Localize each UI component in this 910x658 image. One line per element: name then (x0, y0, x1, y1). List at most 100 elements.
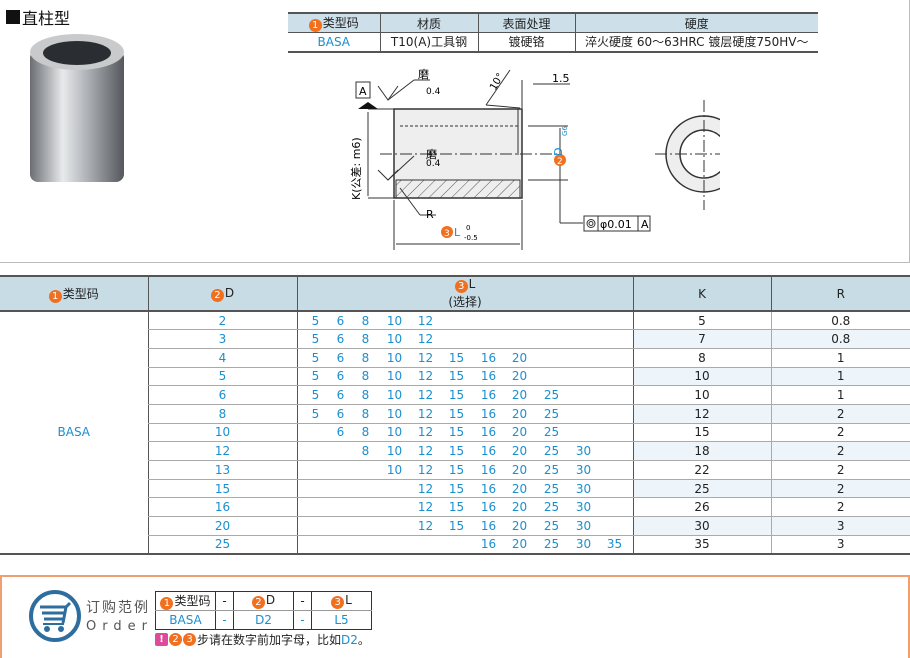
l-option: 15 (448, 350, 465, 365)
svg-text:D: D (552, 148, 565, 156)
l-option: 20 (511, 388, 528, 403)
l-option: 15 (448, 462, 465, 477)
l-option: 30 (575, 537, 592, 552)
k-cell: 12 (632, 404, 772, 424)
l-option: 8 (361, 406, 370, 421)
warning-icon: ! (155, 633, 168, 646)
l-option: 10 (386, 369, 403, 384)
l-option: 25 (543, 537, 560, 552)
k-cell: 8 (632, 348, 772, 368)
l-option: 6 (336, 425, 345, 440)
l-option: 16 (480, 500, 497, 515)
l-option: 5 (311, 388, 320, 403)
d-cell: 20 (147, 516, 298, 536)
k-cell: 10 (632, 385, 772, 405)
r-cell: 2 (771, 460, 910, 480)
l-option: 15 (448, 406, 465, 421)
table-row: 4 5 6 8 10 12 15 16 20 8 1 (0, 348, 910, 368)
l-option: 25 (543, 518, 560, 533)
svg-text:0: 0 (466, 224, 470, 232)
k-cell: 22 (632, 460, 772, 480)
svg-text:φ0.01: φ0.01 (600, 218, 632, 231)
l-option: 16 (480, 518, 497, 533)
l-option: 15 (448, 425, 465, 440)
l-option: 20 (511, 369, 528, 384)
l-option: 12 (417, 518, 434, 533)
l-cell: 8 10 12 15 16 20 25 30 (297, 441, 633, 461)
l-option: 20 (511, 481, 528, 496)
svg-text:K(公差: m6): K(公差: m6) (349, 137, 363, 200)
k-cell: 10 (632, 367, 772, 387)
product-image (30, 34, 124, 182)
svg-text:2: 2 (557, 157, 563, 167)
table-row: 12 8 10 12 15 16 20 25 30 18 2 (0, 441, 910, 461)
l-option: 16 (480, 350, 497, 365)
l-cell: 12 15 16 20 25 30 (297, 516, 633, 536)
l-option: 10 (386, 313, 403, 328)
l-option: 5 (311, 332, 320, 347)
l-option: 8 (361, 350, 370, 365)
d-cell: 15 (147, 479, 298, 499)
l-option: 10 (386, 406, 403, 421)
l-cell: 12 15 16 20 25 30 (297, 497, 633, 518)
l-option: 25 (543, 425, 560, 440)
table-row: BASA 2 5 6 8 10 12 5 0.8 (0, 311, 910, 555)
k-cell: 18 (632, 441, 772, 461)
d-cell: 5 (147, 367, 298, 387)
l-option: 16 (480, 369, 497, 384)
r-cell: 3 (771, 535, 910, 555)
l-option: 12 (417, 332, 434, 347)
r-cell: 1 (771, 385, 910, 405)
svg-text:L: L (454, 226, 461, 239)
l-option: 12 (417, 444, 434, 459)
table-row: 15 12 15 16 20 25 30 25 2 (0, 479, 910, 499)
svg-text:1.5: 1.5 (552, 72, 570, 85)
l-option: 12 (417, 500, 434, 515)
svg-text:A: A (641, 218, 649, 231)
l-option: 20 (511, 518, 528, 533)
l-option: 16 (480, 388, 497, 403)
l-option: 5 (311, 406, 320, 421)
l-option: 25 (543, 388, 560, 403)
l-option: 8 (361, 313, 370, 328)
l-option: 6 (336, 313, 345, 328)
l-cell: 5 6 8 10 12 (297, 311, 633, 331)
l-option: 15 (448, 481, 465, 496)
spec-table: 1 类型码 材质 表面处理 硬度 BASA T10(A)工具钢 镀硬铬 淬火硬度 60～63H… (288, 12, 818, 53)
k-cell: 30 (632, 516, 772, 536)
l-option: 25 (543, 481, 560, 496)
l-option: 12 (417, 481, 434, 496)
product-section: 直柱型 1 类型码 材质 表面处理 硬度 BASA T10(A)工具钢 镀硬铬 淬火硬度 60… (0, 0, 910, 263)
l-option: 12 (417, 406, 434, 421)
l-option: 30 (575, 500, 592, 515)
l-option: 30 (575, 481, 592, 496)
k-cell: 25 (632, 479, 772, 499)
l-option: 6 (336, 369, 345, 384)
l-option: 10 (386, 350, 403, 365)
l-option: 15 (448, 388, 465, 403)
l-option: 16 (480, 406, 497, 421)
k-cell: 5 (632, 311, 772, 331)
order-note: ! 2 3 步请在数字前加字母，比如 D2。 (155, 631, 370, 648)
r-cell: 3 (771, 516, 910, 536)
l-option: 16 (480, 481, 497, 496)
k-cell: 15 (632, 423, 772, 443)
svg-text:0.4: 0.4 (426, 87, 441, 97)
d-cell: 10 (147, 423, 298, 443)
l-option: 15 (448, 500, 465, 515)
section-title: 直柱型 (6, 5, 70, 29)
l-option: 12 (417, 350, 434, 365)
l-cell: 12 15 16 20 25 30 (297, 479, 633, 499)
d-cell: 2 (147, 311, 298, 331)
table-row: 3 5 6 8 10 12 7 0.8 (0, 329, 910, 349)
l-option: 16 (480, 462, 497, 477)
l-option: 20 (511, 537, 528, 552)
l-cell: 16 20 25 30 35 (297, 535, 633, 555)
l-cell: 5 6 8 10 12 15 16 20 (297, 367, 633, 387)
l-option: 25 (543, 462, 560, 477)
r-cell: 0.8 (771, 311, 910, 331)
l-option: 10 (386, 462, 403, 477)
l-option: 25 (543, 406, 560, 421)
l-option: 5 (311, 350, 320, 365)
l-option: 25 (543, 500, 560, 515)
